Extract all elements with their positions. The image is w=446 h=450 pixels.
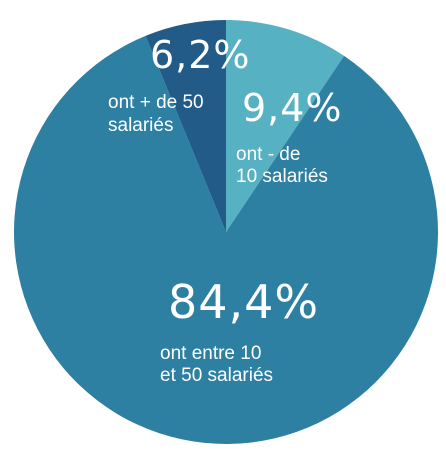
slice-percent-label: 9,4% [242, 86, 343, 130]
slice-description-line: ont - de [236, 144, 300, 165]
pie-slice [145, 19, 226, 232]
slice-description-line: et 50 salariés [160, 365, 273, 386]
slice-percent-label: 84,4% [168, 275, 319, 329]
slice-description-line: ont entre 10 [160, 343, 261, 364]
pie-slice [226, 20, 345, 232]
slice-percent-label: 6,2% [150, 33, 251, 77]
pie-slice [14, 35, 439, 444]
pie-slices [14, 19, 439, 444]
slice-description-line: 10 salariés [236, 166, 328, 187]
slice-description-line: salariés [108, 115, 173, 136]
slice-description-line: ont + de 50 [108, 92, 204, 113]
